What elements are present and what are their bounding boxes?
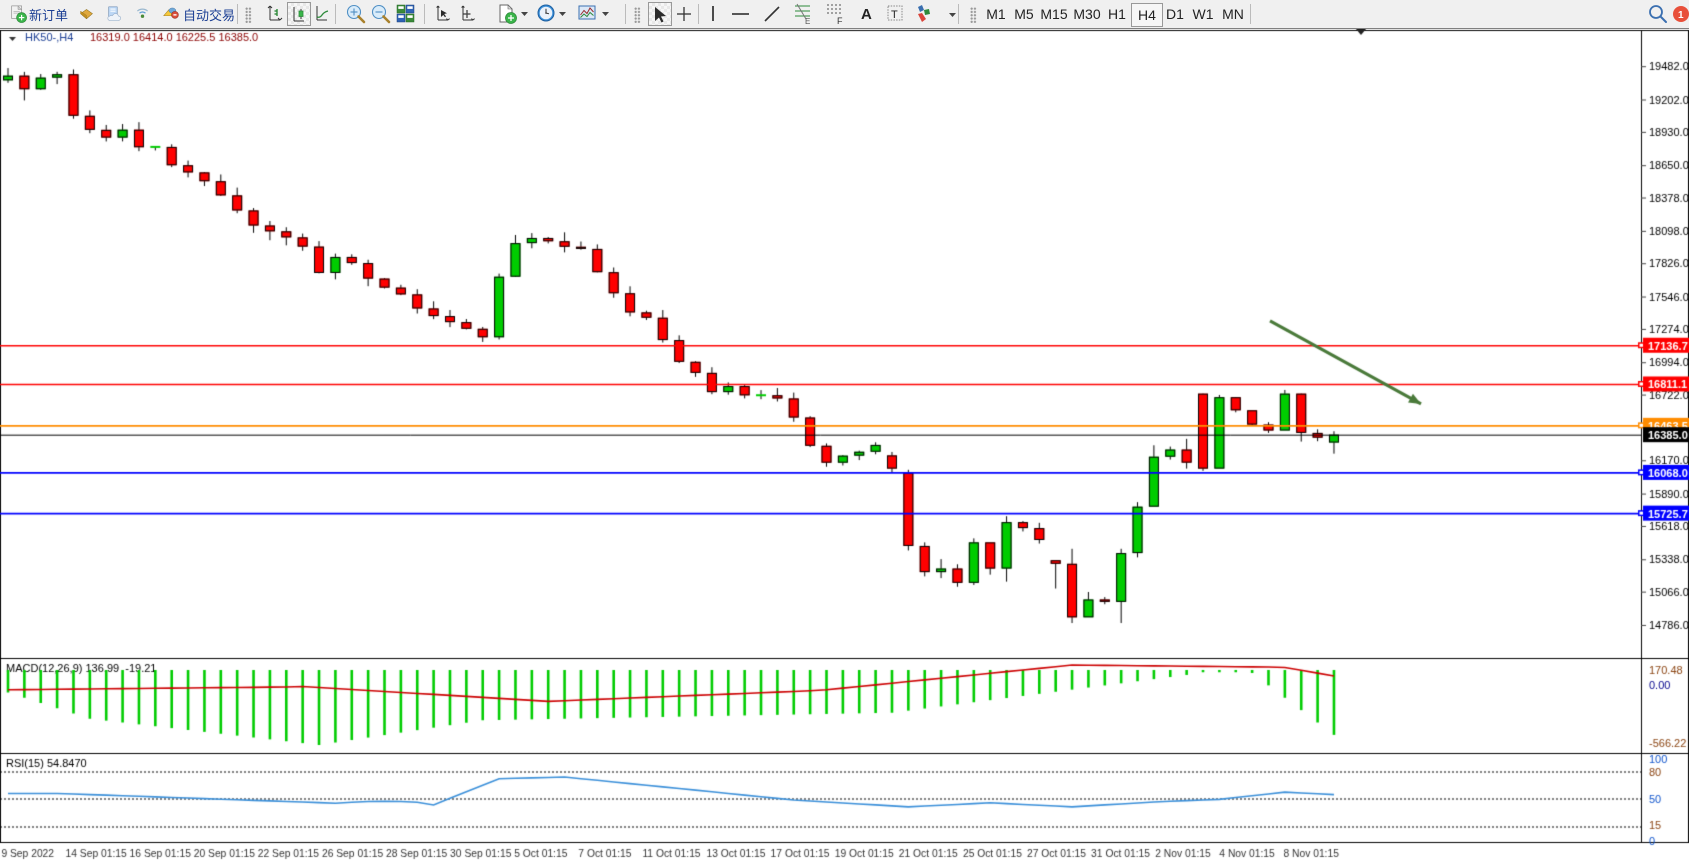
svg-text:F: F (837, 16, 843, 25)
svg-text:T: T (891, 9, 898, 21)
svg-text:1: 1 (1678, 10, 1684, 21)
svg-text:E: E (805, 17, 810, 25)
svg-text:A: A (861, 6, 872, 23)
